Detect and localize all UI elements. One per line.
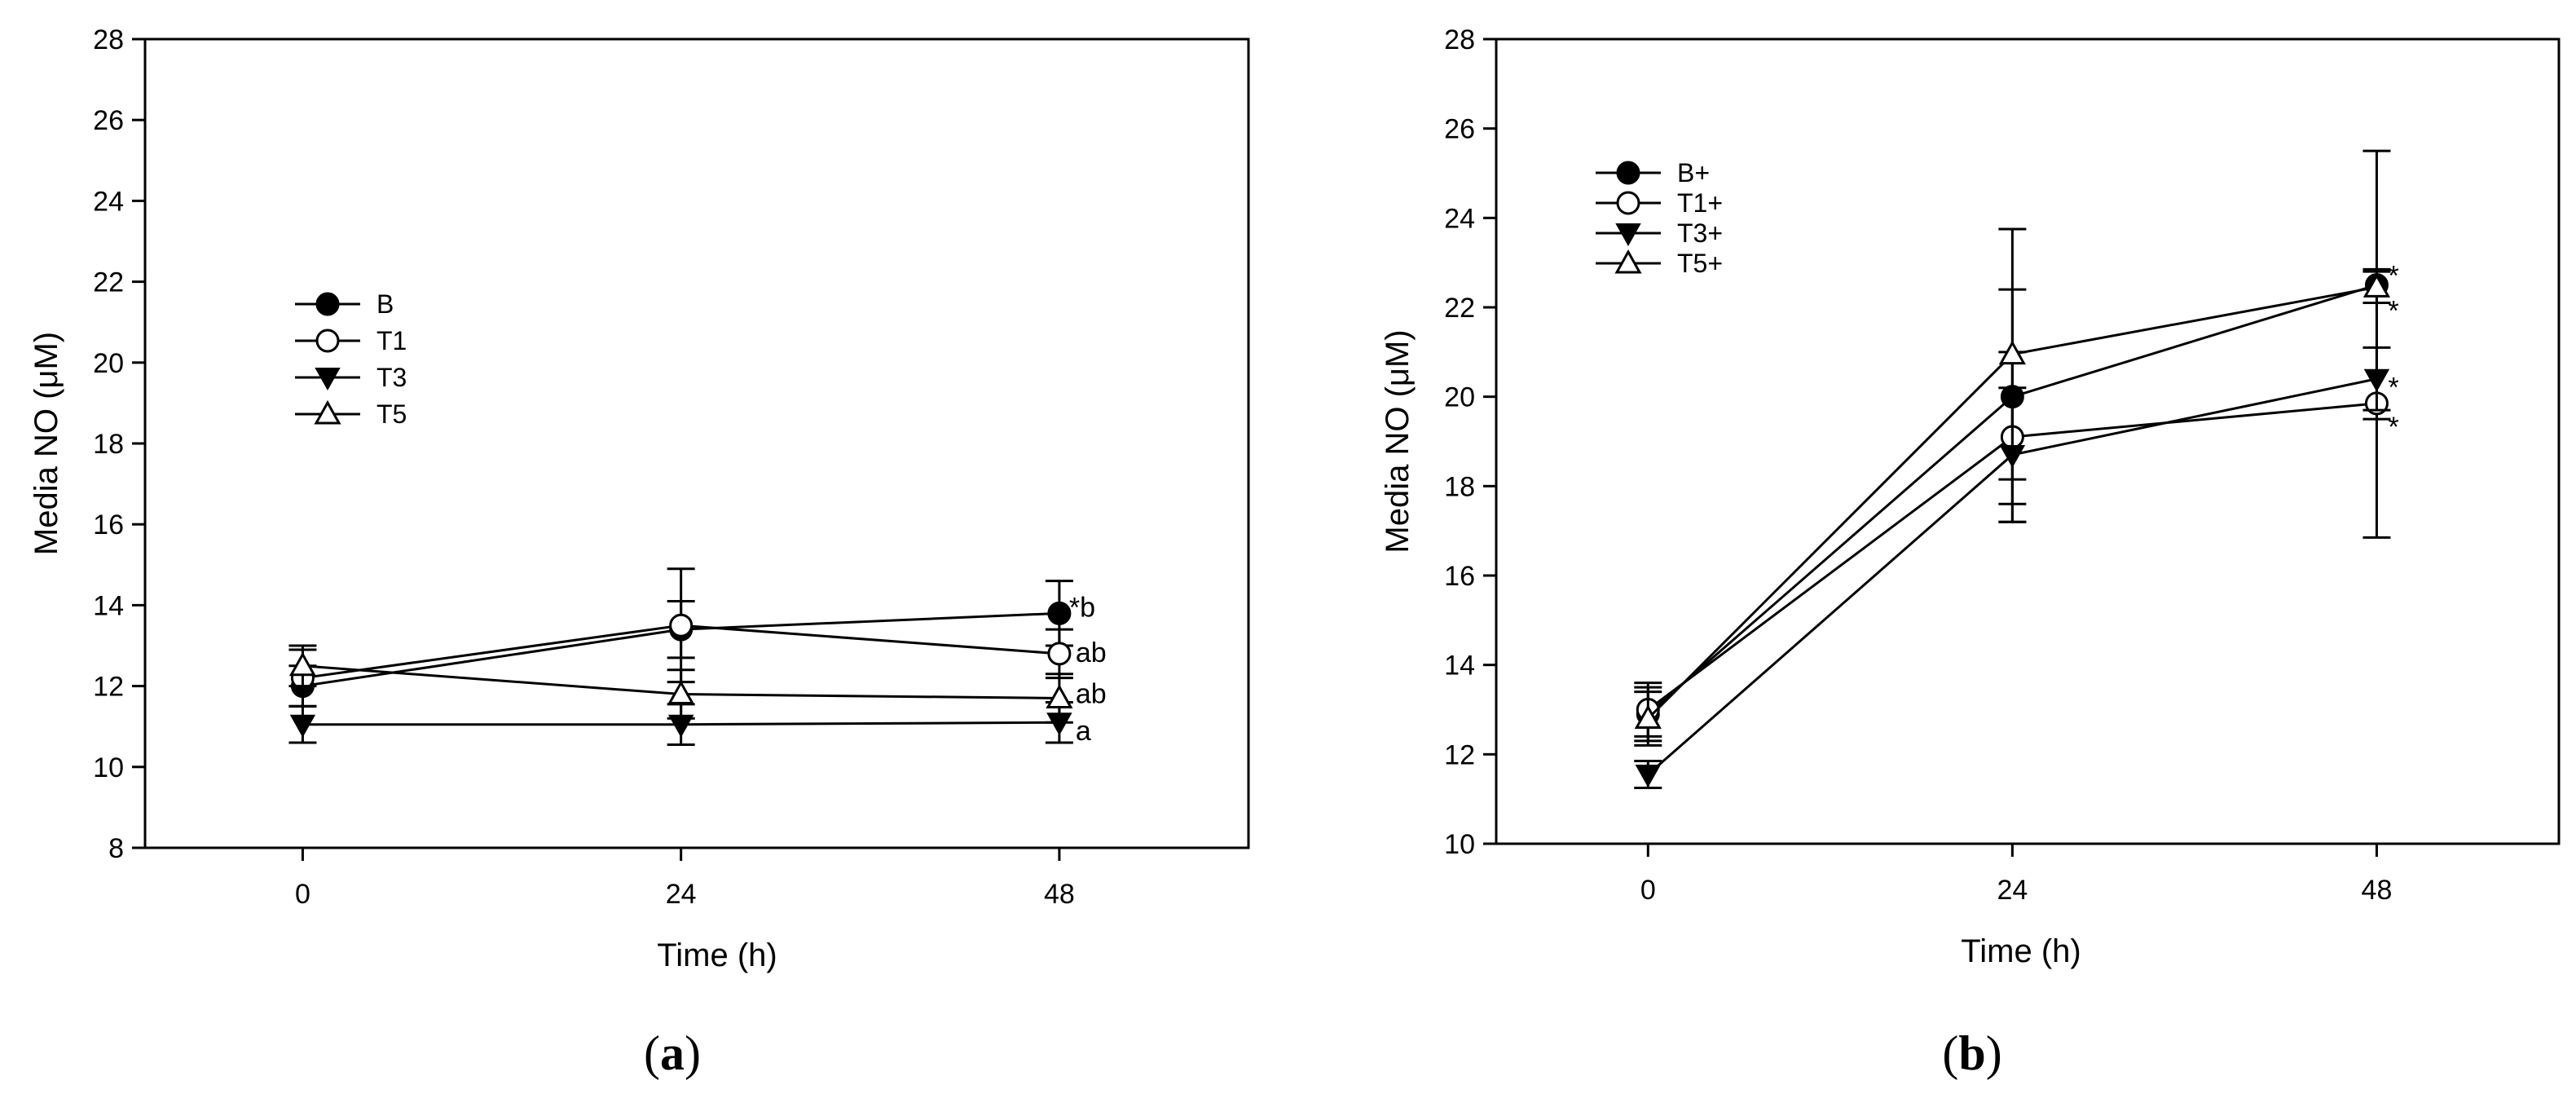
legend-label: T3 — [376, 363, 407, 392]
legend-label: T5 — [376, 399, 407, 429]
legend-label: T1 — [376, 326, 407, 355]
legend-marker — [1614, 249, 1642, 274]
legend-label: B+ — [1677, 158, 1710, 187]
y-tick-label: 28 — [1444, 24, 1475, 55]
chart-panel-b: 10 12 14 16 18 20 22 24 26 28 0 24 48 Time (h) Media N… — [1380, 24, 2561, 1080]
significance-label: * — [2388, 261, 2398, 292]
data-point — [1046, 684, 1073, 708]
y-tick-label: 14 — [93, 590, 124, 621]
y-tick-label: 22 — [1444, 293, 1475, 324]
y-axis-title: Media NO (μM) — [1380, 329, 1416, 553]
significance-label: * — [2388, 373, 2398, 404]
y-tick-label: 12 — [93, 672, 124, 703]
legend-marker — [315, 329, 340, 353]
panel-label: (a) — [644, 1026, 701, 1080]
legend-label: T1+ — [1677, 188, 1723, 218]
data-point — [1047, 642, 1072, 666]
y-tick-label: 24 — [93, 186, 124, 217]
x-tick-label: 48 — [1044, 879, 1075, 910]
x-tick-label: 24 — [666, 879, 697, 910]
x-tick-label: 24 — [1997, 875, 2028, 906]
significance-label: a — [1076, 716, 1091, 747]
y-tick-label: 12 — [1444, 739, 1475, 770]
series-T1: ab — [288, 567, 1107, 708]
y-axis-title: Media NO (μM) — [29, 332, 64, 555]
series-T5+: * — [1634, 227, 2399, 747]
data-point — [288, 651, 316, 677]
y-tick-label: 26 — [93, 105, 124, 136]
series-T3+: * — [1634, 346, 2399, 789]
x-axis-title: Time (h) — [1961, 933, 2081, 969]
legend-label: T5+ — [1677, 249, 1723, 278]
y-tick-label: 20 — [93, 348, 124, 379]
legend-marker — [314, 399, 341, 425]
y-tick-label: 10 — [93, 752, 124, 783]
data-point — [669, 613, 694, 637]
series-B: *b — [288, 580, 1095, 708]
series-T3: a — [288, 700, 1091, 747]
legend-label: T3+ — [1677, 218, 1723, 248]
y-tick-label: 14 — [1444, 651, 1475, 682]
legend-marker — [1616, 191, 1640, 215]
legend-label: B — [376, 289, 394, 319]
significance-label: ab — [1076, 678, 1107, 709]
legend-marker — [315, 292, 340, 316]
significance-label: ab — [1076, 637, 1107, 668]
y-tick-label: 20 — [1444, 382, 1475, 413]
legend-marker — [315, 368, 341, 391]
x-tick-label: 48 — [2362, 875, 2393, 906]
x-tick-label: 0 — [1640, 875, 1656, 906]
y-tick-label: 18 — [93, 429, 124, 460]
significance-label: * — [2388, 295, 2398, 326]
x-tick-label: 0 — [295, 879, 310, 910]
significance-label: * — [2388, 412, 2398, 443]
plot-frame — [1495, 37, 2561, 845]
data-point — [2362, 273, 2391, 298]
y-tick-label: 26 — [1444, 114, 1475, 145]
data-point — [667, 680, 695, 705]
y-tick-label: 8 — [108, 833, 124, 864]
significance-label: *b — [1069, 592, 1095, 623]
y-tick-label: 16 — [1444, 561, 1475, 592]
y-tick-label: 28 — [93, 24, 124, 55]
data-point — [2363, 368, 2390, 392]
data-point — [1634, 704, 1662, 729]
chart-panel-a: 8 10 12 14 16 18 20 22 24 26 28 0 24 48 Time (h) Media … — [29, 24, 1250, 1080]
legend-marker — [1615, 223, 1641, 247]
series-T5: ab — [288, 644, 1107, 724]
y-tick-label: 10 — [1444, 829, 1475, 860]
x-axis-title: Time (h) — [657, 937, 777, 973]
legend-marker — [1616, 161, 1640, 185]
data-point — [1047, 601, 1072, 625]
panel-label: (b) — [1942, 1026, 2001, 1080]
y-tick-label: 24 — [1444, 203, 1475, 234]
y-tick-label: 22 — [93, 267, 124, 298]
data-point — [289, 714, 316, 738]
y-tick-label: 16 — [93, 510, 124, 540]
data-point — [1635, 765, 1661, 788]
data-point — [1998, 340, 2026, 365]
y-tick-label: 18 — [1444, 471, 1475, 502]
